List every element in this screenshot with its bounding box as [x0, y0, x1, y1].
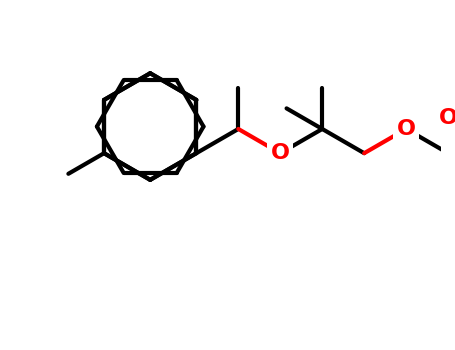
Text: O: O [439, 108, 455, 128]
Text: O: O [271, 143, 290, 163]
Text: O: O [397, 119, 416, 139]
